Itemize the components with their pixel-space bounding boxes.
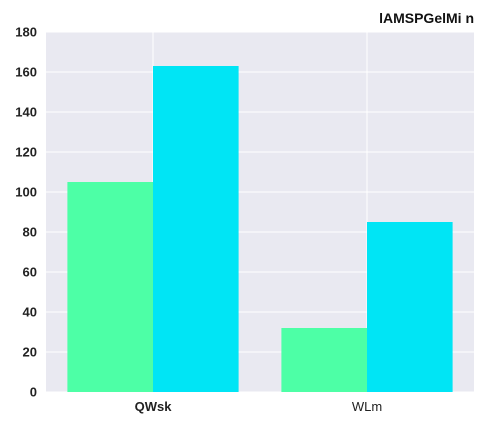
x-tick-label-WLm: WLm [352,399,382,414]
y-tick-label-100: 100 [15,185,37,200]
bars [67,66,453,392]
x-axis-ticks: QWsk WLm [135,399,383,414]
y-tick-label-180: 180 [15,25,37,40]
y-tick-label-0: 0 [30,385,37,400]
y-tick-label-140: 140 [15,105,37,120]
bar-WLm-series-1 [281,328,367,392]
y-axis-ticks: 0 20 40 60 80 100 120 140 160 180 [15,25,37,400]
y-tick-label-60: 60 [23,265,37,280]
y-tick-label-120: 120 [15,145,37,160]
y-tick-label-40: 40 [23,305,37,320]
y-tick-label-20: 20 [23,345,37,360]
y-tick-label-160: 160 [15,65,37,80]
x-tick-label-QWsk: QWsk [135,399,173,414]
bar-QWsk-series-1 [67,182,153,392]
bar-WLm-series-2 [367,222,453,392]
bar-QWsk-series-2 [153,66,239,392]
y-tick-label-80: 80 [23,225,37,240]
chart-title: lAMSPGelMi n [379,10,474,26]
